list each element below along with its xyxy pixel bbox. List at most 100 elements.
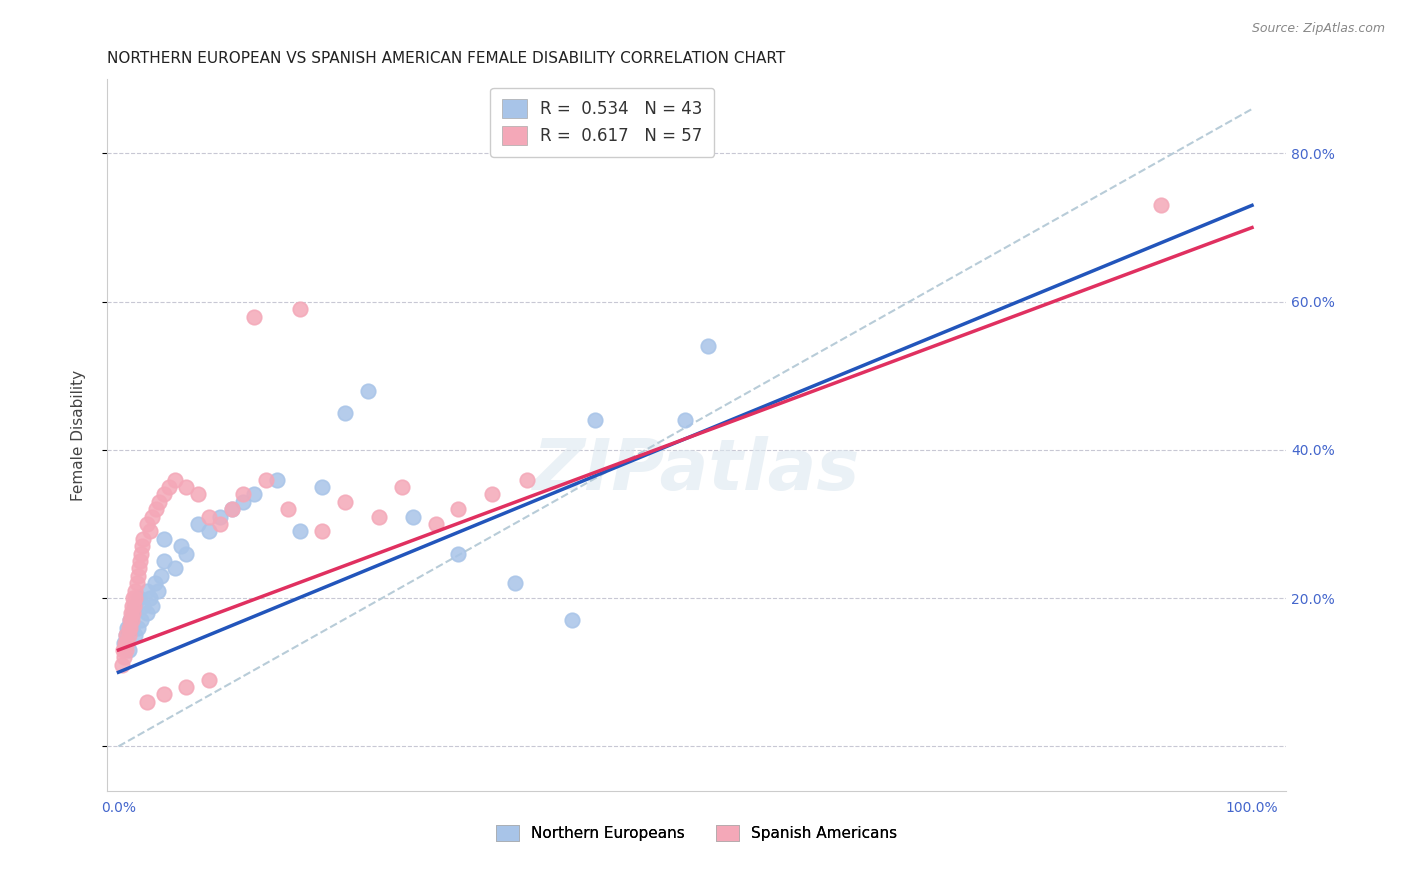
Point <box>127 621 149 635</box>
Point <box>139 524 162 539</box>
Point <box>209 509 232 524</box>
Point <box>425 516 447 531</box>
Point <box>117 621 139 635</box>
Point <box>122 591 145 606</box>
Point <box>128 591 150 606</box>
Point <box>176 547 198 561</box>
Point <box>447 547 470 561</box>
Point <box>141 509 163 524</box>
Point <box>131 539 153 553</box>
Point <box>145 502 167 516</box>
Point <box>143 576 166 591</box>
Point <box>333 406 356 420</box>
Point <box>129 554 152 568</box>
Point <box>561 613 583 627</box>
Point <box>187 516 209 531</box>
Legend: Northern Europeans, Spanish Americans: Northern Europeans, Spanish Americans <box>491 819 903 847</box>
Point <box>128 561 150 575</box>
Point <box>243 487 266 501</box>
Point <box>122 606 145 620</box>
Point <box>132 599 155 613</box>
Point <box>481 487 503 501</box>
Point <box>129 547 152 561</box>
Point <box>583 413 606 427</box>
Point <box>146 583 169 598</box>
Point <box>288 524 311 539</box>
Point <box>333 495 356 509</box>
Point <box>132 532 155 546</box>
Point <box>115 628 138 642</box>
Point <box>141 599 163 613</box>
Point <box>117 635 139 649</box>
Point <box>157 480 180 494</box>
Point <box>114 635 136 649</box>
Point <box>311 480 333 494</box>
Point <box>121 599 143 613</box>
Point <box>221 502 243 516</box>
Point <box>165 561 187 575</box>
Point <box>129 613 152 627</box>
Point <box>111 657 134 672</box>
Point <box>232 487 254 501</box>
Point <box>124 599 146 613</box>
Point <box>121 613 143 627</box>
Point <box>135 583 157 598</box>
Point <box>447 502 470 516</box>
Point <box>277 502 299 516</box>
Point <box>118 621 141 635</box>
Text: NORTHERN EUROPEAN VS SPANISH AMERICAN FEMALE DISABILITY CORRELATION CHART: NORTHERN EUROPEAN VS SPANISH AMERICAN FE… <box>107 51 786 66</box>
Text: Source: ZipAtlas.com: Source: ZipAtlas.com <box>1251 22 1385 36</box>
Point <box>112 650 135 665</box>
Point <box>118 613 141 627</box>
Point <box>254 473 277 487</box>
Point <box>124 591 146 606</box>
Point <box>198 524 221 539</box>
Point <box>148 495 170 509</box>
Point <box>117 628 139 642</box>
Point <box>150 569 173 583</box>
Point <box>165 473 187 487</box>
Point <box>124 583 146 598</box>
Point <box>187 487 209 501</box>
Point <box>152 532 174 546</box>
Point <box>198 509 221 524</box>
Point <box>170 539 193 553</box>
Point <box>243 310 266 324</box>
Point <box>152 554 174 568</box>
Point <box>1150 198 1173 212</box>
Point <box>696 339 718 353</box>
Point <box>112 635 135 649</box>
Point <box>125 576 148 591</box>
Point <box>391 480 413 494</box>
Point <box>176 480 198 494</box>
Point <box>115 628 138 642</box>
Point <box>311 524 333 539</box>
Point <box>266 473 288 487</box>
Point <box>117 621 139 635</box>
Point <box>124 599 146 613</box>
Point <box>135 606 157 620</box>
Point <box>120 606 142 620</box>
Point <box>176 680 198 694</box>
Text: ZIPatlas: ZIPatlas <box>533 436 860 505</box>
Point <box>115 643 138 657</box>
Point <box>152 688 174 702</box>
Point <box>288 302 311 317</box>
Point <box>232 495 254 509</box>
Point <box>402 509 425 524</box>
Point <box>139 591 162 606</box>
Point <box>121 621 143 635</box>
Point <box>673 413 696 427</box>
Point <box>357 384 380 398</box>
Point <box>368 509 391 524</box>
Y-axis label: Female Disability: Female Disability <box>72 369 86 500</box>
Point <box>515 473 537 487</box>
Point <box>503 576 526 591</box>
Point <box>127 569 149 583</box>
Point <box>221 502 243 516</box>
Point <box>124 628 146 642</box>
Point <box>117 643 139 657</box>
Point <box>198 673 221 687</box>
Point <box>135 516 157 531</box>
Point <box>135 695 157 709</box>
